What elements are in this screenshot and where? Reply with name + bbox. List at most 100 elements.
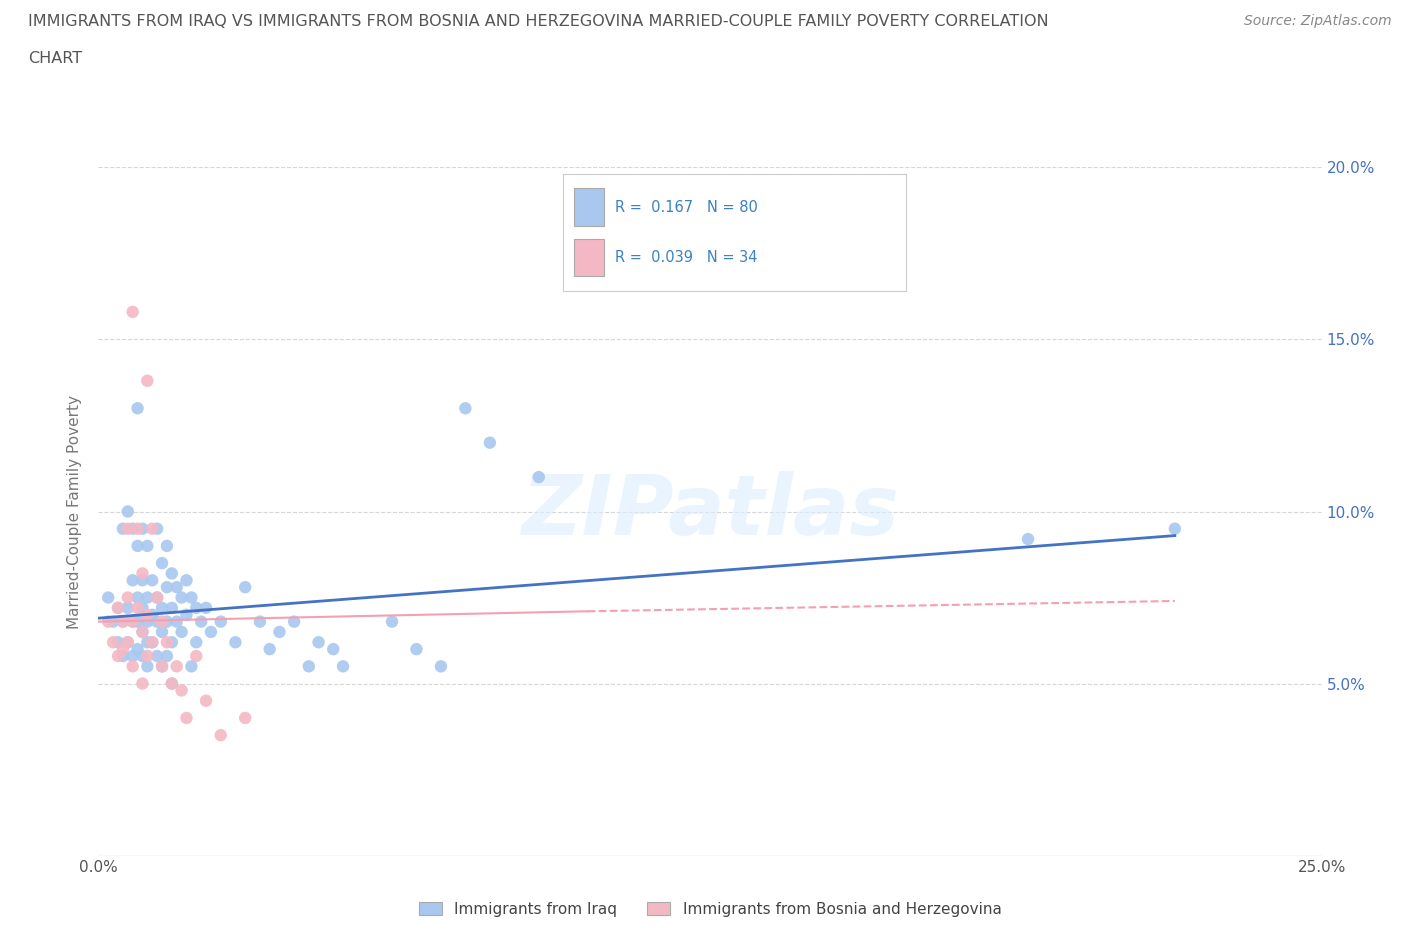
Point	[141, 522, 163, 537]
Point	[111, 522, 134, 537]
Point	[127, 614, 149, 629]
Point	[117, 591, 139, 605]
Point	[160, 635, 183, 650]
Point	[1017, 532, 1039, 547]
Point	[160, 601, 183, 616]
Point	[454, 401, 477, 416]
Point	[527, 470, 550, 485]
Point	[249, 614, 271, 629]
Point	[150, 556, 173, 571]
Point	[176, 573, 198, 588]
Point	[121, 522, 143, 537]
Point	[478, 435, 501, 450]
Point	[156, 579, 179, 594]
Point	[150, 601, 173, 616]
Point	[156, 538, 179, 553]
Point	[131, 625, 153, 640]
Point	[131, 522, 153, 537]
Point	[166, 579, 188, 594]
Text: CHART: CHART	[28, 51, 82, 66]
Point	[117, 504, 139, 519]
Point	[170, 591, 193, 605]
Point	[308, 635, 330, 650]
Point	[101, 635, 124, 650]
Point	[121, 614, 143, 629]
Point	[430, 659, 453, 674]
Point	[146, 591, 169, 605]
Point	[186, 601, 208, 616]
Point	[150, 625, 173, 640]
Point	[97, 591, 120, 605]
Point	[259, 642, 281, 657]
Point	[136, 538, 159, 553]
Point	[156, 614, 179, 629]
Point	[136, 614, 159, 629]
Point	[405, 642, 427, 657]
Point	[160, 676, 183, 691]
Point	[136, 635, 159, 650]
Point	[117, 635, 139, 650]
Point	[150, 614, 173, 629]
Point	[141, 635, 163, 650]
Point	[150, 659, 173, 674]
Point	[121, 304, 143, 319]
Text: ZIPatlas: ZIPatlas	[522, 471, 898, 552]
Point	[269, 625, 291, 640]
Point	[107, 601, 129, 616]
Point	[121, 659, 143, 674]
Point	[150, 659, 173, 674]
Text: Source: ZipAtlas.com: Source: ZipAtlas.com	[1244, 14, 1392, 28]
Point	[186, 635, 208, 650]
Point	[107, 635, 129, 650]
Point	[117, 601, 139, 616]
Point	[209, 728, 232, 743]
Point	[141, 573, 163, 588]
Point	[322, 642, 344, 657]
Point	[283, 614, 305, 629]
Legend: Immigrants from Iraq, Immigrants from Bosnia and Herzegovina: Immigrants from Iraq, Immigrants from Bo…	[419, 902, 1001, 917]
Point	[298, 659, 321, 674]
Point	[136, 591, 159, 605]
Point	[121, 648, 143, 663]
Point	[224, 635, 246, 650]
Point	[233, 579, 256, 594]
Point	[127, 642, 149, 657]
Point	[131, 625, 153, 640]
Point	[111, 614, 134, 629]
Point	[195, 694, 218, 709]
Point	[146, 648, 169, 663]
Point	[332, 659, 354, 674]
Point	[107, 648, 129, 663]
Point	[166, 614, 188, 629]
Point	[121, 614, 143, 629]
Point	[186, 648, 208, 663]
Point	[111, 614, 134, 629]
Point	[381, 614, 404, 629]
Point	[146, 522, 169, 537]
Point	[131, 601, 153, 616]
Point	[117, 522, 139, 537]
Point	[127, 591, 149, 605]
Point	[136, 648, 159, 663]
Point	[156, 635, 179, 650]
Point	[209, 614, 232, 629]
Point	[233, 711, 256, 725]
Point	[107, 601, 129, 616]
Point	[160, 566, 183, 581]
Point	[156, 648, 179, 663]
Point	[121, 573, 143, 588]
Point	[111, 648, 134, 663]
Point	[180, 659, 202, 674]
Point	[176, 711, 198, 725]
Point	[170, 683, 193, 698]
Point	[127, 601, 149, 616]
Point	[131, 676, 153, 691]
Point	[136, 373, 159, 388]
Point	[170, 625, 193, 640]
Point	[136, 607, 159, 622]
Point	[131, 566, 153, 581]
Point	[141, 607, 163, 622]
Text: IMMIGRANTS FROM IRAQ VS IMMIGRANTS FROM BOSNIA AND HERZEGOVINA MARRIED-COUPLE FA: IMMIGRANTS FROM IRAQ VS IMMIGRANTS FROM …	[28, 14, 1049, 29]
Point	[127, 538, 149, 553]
Point	[111, 642, 134, 657]
